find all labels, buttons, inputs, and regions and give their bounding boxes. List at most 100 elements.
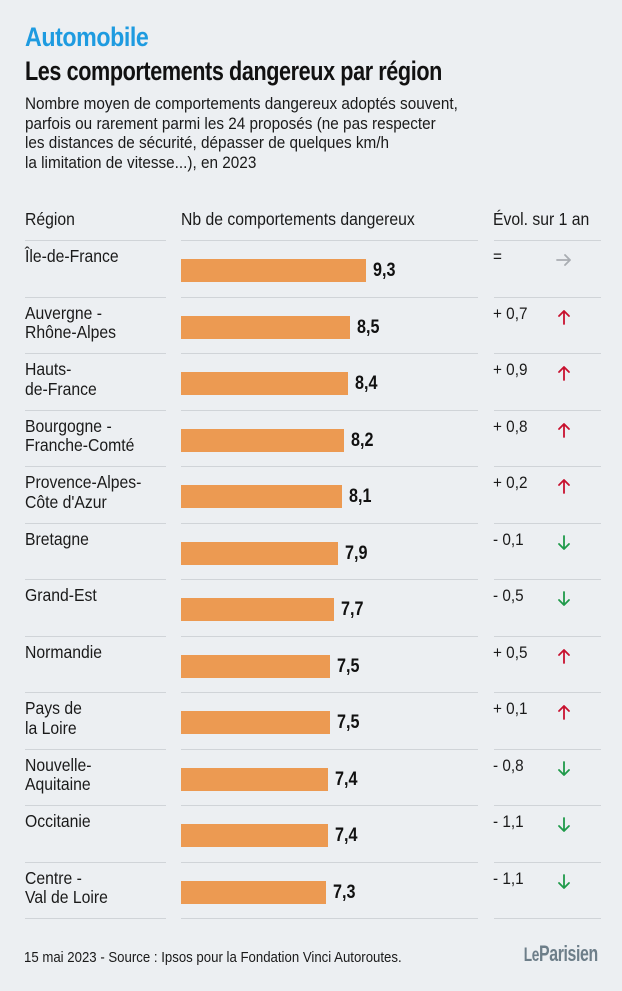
logo-name: Parisien (539, 941, 598, 966)
bar (181, 428, 345, 452)
region-label: Provence-Alpes- Côte d'Azur (25, 472, 142, 512)
row-separator (25, 353, 166, 354)
evolution-label: + 0,9 (493, 360, 528, 379)
row-separator (25, 409, 166, 411)
region-label: Normandie (25, 641, 103, 663)
value-label: 8,1 (349, 486, 372, 507)
row-separator (25, 240, 166, 241)
arrow-down-icon (558, 591, 570, 606)
region-label-line: Normandie (25, 641, 103, 662)
region-label-line: de-France (25, 378, 97, 399)
arrow-down-icon (558, 873, 570, 889)
region-label: Grand-Est (25, 585, 97, 606)
region-label: Bourgogne - Franche-Comté (25, 415, 135, 456)
value-label: 8,2 (351, 429, 374, 451)
arrow-up-icon (558, 366, 570, 381)
region-label-line: Aquitaine (25, 774, 91, 794)
arrow-up-icon (558, 648, 570, 664)
kicker: Automobile (25, 22, 149, 52)
subtitle-line: la limitation de vitesse...), en 2023 (25, 152, 257, 172)
region-label-line: Grand-Est (25, 585, 97, 605)
header-value: Nb de comportements dangereux (181, 209, 415, 229)
row-separator (494, 635, 601, 637)
bar (181, 824, 329, 847)
evolution-label: = (493, 247, 502, 266)
row-separator (494, 353, 601, 354)
row-separator (181, 466, 478, 467)
row-separator (181, 296, 478, 298)
bar (181, 259, 367, 282)
value-label: 8,5 (357, 316, 380, 338)
row-separator (25, 296, 166, 298)
value-label: 7,7 (341, 599, 364, 620)
value-label: 8,4 (355, 373, 378, 394)
row-separator (494, 409, 601, 411)
evolution-label: - 0,5 (493, 586, 524, 605)
region-label: Pays de la Loire (25, 698, 82, 738)
region-label: Hauts-de-France (25, 359, 97, 399)
row-separator (181, 240, 478, 241)
row-separator (181, 522, 478, 524)
region-label-line: Île-de-France (25, 246, 119, 266)
row-separator (181, 692, 478, 693)
row-separator (181, 635, 478, 637)
row-separator (25, 692, 166, 693)
row-separator (25, 466, 166, 467)
evolution-label: + 0,8 (493, 416, 528, 436)
bar (181, 880, 327, 904)
row-separator (25, 918, 166, 919)
bar (181, 315, 351, 339)
value-label: 7,9 (345, 542, 368, 564)
region-label: Occitanie (25, 811, 91, 832)
bar (181, 767, 329, 791)
header-evolution: Évol. sur 1 an (493, 209, 590, 229)
le-parisien-logo: LeParisien (524, 941, 598, 967)
region-label-line: Bretagne (25, 528, 89, 549)
evolution-label: - 0,1 (493, 529, 524, 549)
subtitle-line: Nombre moyen de comportements dangereux … (25, 94, 458, 113)
region-label: Nouvelle- Aquitaine (25, 754, 92, 795)
header-region: Région (25, 209, 75, 229)
row-separator (494, 861, 601, 863)
region-label-line: Provence-Alpes- (25, 472, 142, 492)
row-separator (25, 635, 166, 637)
row-separator (494, 805, 601, 806)
subtitle-line: les distances de sécurité, dépasser de q… (25, 133, 390, 152)
row-separator (181, 805, 478, 806)
row-separator (494, 918, 601, 919)
arrow-right-icon (556, 254, 571, 266)
bar (181, 654, 331, 678)
arrow-up-icon (558, 479, 570, 494)
region-label-line: Rhône-Alpes (25, 322, 117, 342)
row-separator (494, 692, 601, 693)
row-separator (181, 409, 478, 411)
value-label: 7,5 (337, 712, 360, 733)
evolution-label: - 0,8 (493, 755, 524, 775)
subtitle: Nombre moyen de comportements dangereux … (25, 94, 565, 172)
evolution-label: + 0,5 (493, 642, 528, 662)
row-separator (494, 240, 601, 241)
region-label: Auvergne - Rhône-Alpes (25, 303, 117, 343)
region-label-line: Bourgogne - (25, 415, 112, 436)
row-separator (494, 579, 601, 580)
row-separator (181, 918, 478, 919)
region-label-line: Franche-Comté (25, 435, 135, 455)
value-label: 7,4 (335, 825, 358, 846)
arrow-up-icon (558, 422, 570, 438)
region-label: Bretagne (25, 528, 89, 550)
row-separator (25, 522, 166, 524)
arrow-down-icon (558, 534, 570, 550)
bar (181, 372, 349, 395)
region-label-line: Nouvelle- (25, 754, 92, 775)
bar (181, 598, 335, 621)
row-separator (494, 466, 601, 467)
evolution-label: + 0,7 (493, 303, 528, 323)
row-separator (25, 805, 166, 806)
region-label-line: la Loire (25, 717, 77, 738)
region-label-line: Côte d'Azur (25, 491, 107, 512)
row-separator (494, 748, 601, 750)
row-separator (181, 579, 478, 580)
row-separator (181, 861, 478, 863)
region-label-line: Pays de (25, 698, 82, 718)
evolution-label: + 0,1 (493, 699, 528, 718)
